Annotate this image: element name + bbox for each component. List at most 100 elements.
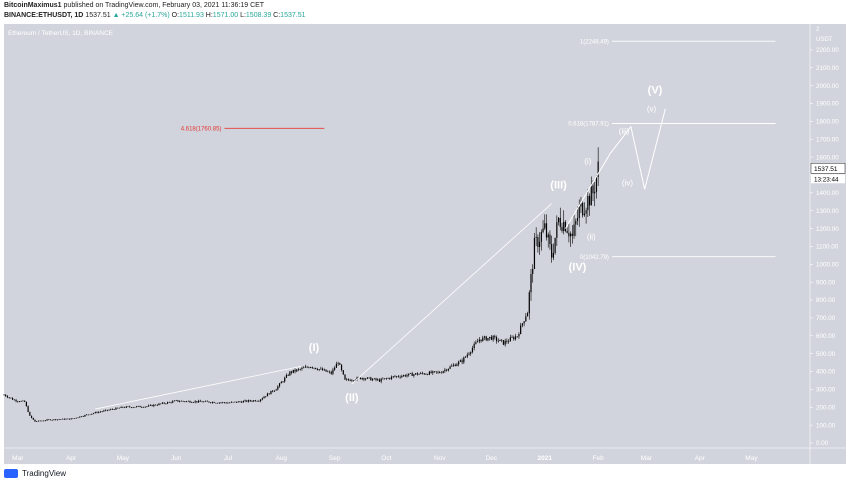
candle-body bbox=[18, 401, 21, 403]
countdown-label: 13:23:44 bbox=[814, 176, 839, 183]
candle-body bbox=[382, 378, 384, 380]
wave-label: (iii) bbox=[619, 127, 630, 136]
candle-body bbox=[471, 348, 474, 353]
candle-body bbox=[235, 401, 238, 403]
candle-body bbox=[122, 406, 124, 408]
candle-body bbox=[313, 367, 315, 369]
price-chart[interactable]: Ethereum / TetherUS, 1D, BINANCE 0.00 100.… bbox=[0, 22, 850, 464]
candle-body bbox=[29, 412, 31, 416]
candle-body bbox=[153, 404, 155, 407]
candle-body bbox=[177, 400, 179, 402]
candle-body bbox=[120, 406, 122, 408]
candle-body bbox=[580, 202, 582, 207]
candle-body bbox=[323, 369, 325, 371]
candle-body bbox=[347, 379, 350, 381]
symbol-info: BINANCE:ETHUSDT, 1D 1537.51 ▲ +25.64 (+1… bbox=[4, 12, 305, 19]
candle-body bbox=[43, 420, 45, 422]
candle-body bbox=[401, 376, 403, 378]
candle-body bbox=[416, 373, 418, 375]
candle-body bbox=[106, 409, 108, 411]
candle-body bbox=[335, 363, 337, 368]
high-label: H: bbox=[205, 12, 213, 19]
candle-body bbox=[387, 378, 389, 379]
candle-body bbox=[232, 401, 234, 403]
open-value: 1511.93 bbox=[179, 12, 204, 19]
candle-body bbox=[44, 420, 46, 422]
candle-body bbox=[198, 400, 200, 403]
x-tick-label: Nov bbox=[434, 455, 446, 462]
candle-body bbox=[77, 417, 79, 419]
y-tick-label: 1900.00 bbox=[816, 101, 839, 108]
candle-body bbox=[249, 400, 251, 402]
candle-body bbox=[103, 410, 105, 412]
wave-trendline bbox=[351, 203, 552, 385]
candle-body bbox=[392, 376, 394, 377]
candle-body bbox=[191, 402, 193, 403]
candle-body bbox=[356, 377, 358, 380]
candle-body bbox=[160, 403, 162, 405]
candle-body bbox=[98, 411, 100, 413]
y-tick-label: 1800.00 bbox=[816, 119, 839, 126]
candle-body bbox=[454, 364, 456, 367]
candle-body bbox=[375, 378, 377, 380]
candle-body bbox=[303, 367, 305, 369]
publish-info: BitcoinMaximus1 published on TradingView… bbox=[4, 2, 264, 9]
candle-body bbox=[311, 367, 313, 368]
candle-body bbox=[108, 409, 110, 411]
candle-body bbox=[573, 224, 575, 236]
y-tick-label: 200.00 bbox=[816, 404, 836, 411]
candle-body bbox=[70, 418, 72, 420]
candle-body bbox=[237, 401, 239, 403]
candle-body bbox=[142, 407, 145, 408]
wave-label: (iv) bbox=[622, 179, 633, 188]
candle-body bbox=[68, 418, 71, 420]
candle-body bbox=[89, 414, 91, 416]
candle-body bbox=[408, 373, 410, 376]
candle-body bbox=[478, 339, 480, 342]
candle-body bbox=[244, 400, 246, 402]
candle-body bbox=[61, 418, 64, 420]
candle-body bbox=[167, 402, 169, 404]
candle-body bbox=[532, 268, 534, 275]
candle-body bbox=[418, 373, 420, 375]
candle-body bbox=[37, 420, 40, 422]
candle-body bbox=[592, 185, 594, 194]
candle-body bbox=[292, 369, 294, 373]
candle-body bbox=[430, 371, 432, 374]
candle-body bbox=[275, 389, 277, 391]
countdown-tag bbox=[811, 174, 845, 184]
candle-body bbox=[570, 233, 572, 237]
candle-body bbox=[65, 418, 67, 420]
candle-body bbox=[499, 339, 501, 341]
x-tick-label: Aug bbox=[275, 455, 287, 462]
candle-body bbox=[299, 369, 301, 370]
candle-body bbox=[368, 377, 370, 379]
candle-body bbox=[316, 369, 319, 370]
x-tick-label: Sep bbox=[329, 455, 341, 462]
candle-body bbox=[354, 379, 356, 381]
y-tick-label: 2000.00 bbox=[816, 83, 839, 90]
candle-body bbox=[227, 402, 229, 404]
candle-body bbox=[12, 398, 14, 400]
candle-body bbox=[270, 390, 272, 395]
y-tick-label: 900.00 bbox=[816, 279, 836, 286]
candle-body bbox=[344, 374, 346, 380]
candle-body bbox=[165, 403, 167, 405]
candle-body bbox=[399, 376, 401, 378]
candle-body bbox=[482, 337, 484, 342]
candle-body bbox=[24, 400, 26, 402]
candle-body bbox=[318, 369, 320, 370]
candle-body bbox=[161, 402, 164, 404]
candle-body bbox=[156, 405, 158, 406]
candle-body bbox=[396, 376, 398, 377]
candle-body bbox=[92, 413, 95, 414]
author-name: BitcoinMaximus1 bbox=[4, 2, 62, 9]
y-tick-label: 2100.00 bbox=[816, 65, 839, 72]
candle-body bbox=[60, 419, 62, 420]
candle-body bbox=[544, 223, 546, 229]
candle-body bbox=[518, 334, 520, 337]
candle-body bbox=[557, 217, 560, 223]
candle-body bbox=[32, 417, 34, 420]
candle-body bbox=[30, 415, 33, 418]
candle-body bbox=[137, 406, 139, 407]
